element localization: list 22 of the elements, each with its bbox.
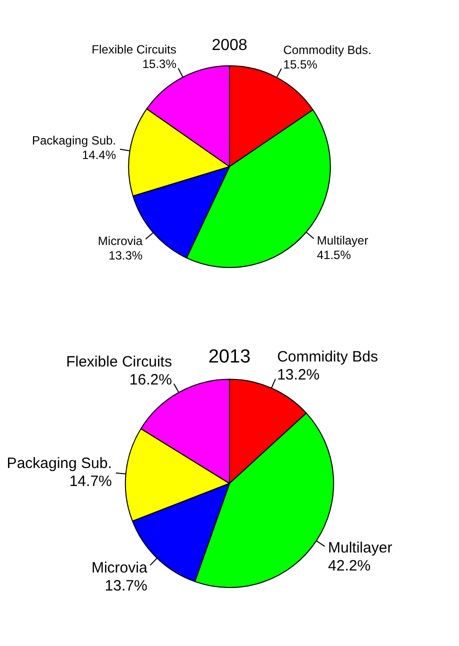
data-label: 15.3%	[142, 57, 177, 72]
slice-label: Commidity Bds	[277, 348, 378, 366]
slice-label: Microvia	[91, 559, 148, 576]
slice-label: Packaging Sub.	[32, 134, 116, 148]
slice-label: Flexible Circuits	[66, 353, 172, 370]
slice-label: Packaging Sub.	[6, 454, 112, 472]
chart-title: 2013	[208, 346, 251, 368]
slice-label: Microvia	[98, 234, 143, 248]
data-label: 13.3%	[108, 248, 143, 262]
data-label: 15.5%	[283, 57, 318, 72]
slice-label: Commodity Bds.	[283, 42, 372, 57]
data-label: 13.2%	[277, 366, 320, 384]
data-label: 16.2%	[129, 371, 172, 388]
data-label: 14.4%	[82, 148, 116, 162]
data-label: 14.7%	[69, 472, 112, 490]
data-label: 13.7%	[104, 577, 148, 594]
data-label: 41.5%	[316, 248, 352, 262]
slice-label: Multilayer	[316, 234, 368, 248]
slice-label: Flexible Circuits	[92, 42, 176, 57]
slice-label: Multilayer	[328, 540, 392, 557]
chart-title: 2008	[212, 37, 248, 54]
data-label: 42.2%	[328, 558, 371, 575]
